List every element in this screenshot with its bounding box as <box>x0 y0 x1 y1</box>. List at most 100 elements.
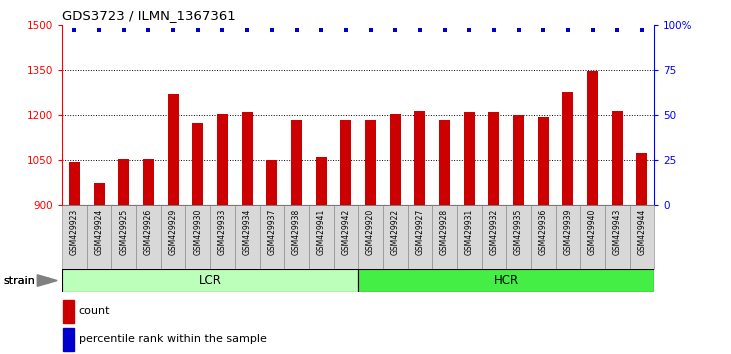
Bar <box>383 205 408 269</box>
Point <box>291 27 303 33</box>
Bar <box>457 205 482 269</box>
Bar <box>62 25 87 205</box>
Text: GSM429943: GSM429943 <box>613 209 622 255</box>
Bar <box>64 329 74 351</box>
Point <box>241 27 253 33</box>
Text: GSM429944: GSM429944 <box>637 209 646 255</box>
Bar <box>143 159 154 354</box>
Bar <box>629 205 654 269</box>
Text: GSM429935: GSM429935 <box>514 209 523 255</box>
Text: GSM429938: GSM429938 <box>292 209 301 255</box>
Bar <box>605 205 629 269</box>
Bar <box>506 205 531 269</box>
Bar <box>408 205 432 269</box>
Text: GSM429930: GSM429930 <box>193 209 202 255</box>
Bar <box>531 205 556 269</box>
Bar <box>260 205 284 269</box>
Text: GSM429926: GSM429926 <box>144 209 153 255</box>
Text: GSM429941: GSM429941 <box>317 209 326 255</box>
Text: GSM429927: GSM429927 <box>415 209 425 255</box>
Bar <box>316 157 327 354</box>
Bar <box>333 205 358 269</box>
Bar <box>513 115 524 354</box>
Bar <box>69 162 80 354</box>
Bar <box>167 94 178 354</box>
Bar <box>556 205 580 269</box>
Bar <box>587 72 598 354</box>
Bar <box>358 205 383 269</box>
Text: GSM429933: GSM429933 <box>218 209 227 255</box>
Bar <box>390 114 401 354</box>
Bar <box>562 92 573 354</box>
Point <box>192 27 204 33</box>
Bar <box>291 120 302 354</box>
Bar <box>186 25 211 205</box>
Bar <box>211 205 235 269</box>
Text: GSM429928: GSM429928 <box>440 209 449 255</box>
Bar <box>235 25 260 205</box>
Bar <box>136 205 161 269</box>
Text: strain: strain <box>3 275 35 286</box>
Text: GSM429924: GSM429924 <box>94 209 104 255</box>
Bar <box>161 205 186 269</box>
Text: GSM429942: GSM429942 <box>341 209 350 255</box>
Text: LCR: LCR <box>199 274 221 287</box>
Point <box>611 27 623 33</box>
Bar <box>538 116 549 354</box>
Text: GSM429931: GSM429931 <box>465 209 474 255</box>
Text: GSM429920: GSM429920 <box>366 209 375 255</box>
Bar <box>439 120 450 354</box>
Point <box>266 27 278 33</box>
Text: GSM429936: GSM429936 <box>539 209 548 255</box>
Bar <box>192 122 203 354</box>
Text: GSM429934: GSM429934 <box>243 209 251 255</box>
Bar <box>260 25 284 205</box>
Bar <box>358 25 383 205</box>
Text: GSM429940: GSM429940 <box>588 209 597 255</box>
Bar <box>333 25 358 205</box>
Text: GSM429937: GSM429937 <box>268 209 276 255</box>
Bar <box>612 110 623 354</box>
Bar <box>62 205 87 269</box>
Bar <box>112 25 136 205</box>
Point <box>216 27 228 33</box>
Bar <box>309 25 333 205</box>
Bar <box>94 183 105 354</box>
Text: GSM429939: GSM429939 <box>564 209 572 255</box>
Bar <box>383 25 408 205</box>
Point <box>315 27 327 33</box>
Bar <box>482 205 506 269</box>
Bar <box>64 300 74 322</box>
Text: GSM429932: GSM429932 <box>489 209 499 255</box>
Point <box>636 27 648 33</box>
Bar <box>556 25 580 205</box>
Bar <box>211 25 235 205</box>
Bar <box>242 112 253 354</box>
Bar <box>62 269 358 292</box>
Bar <box>457 25 482 205</box>
Bar <box>482 25 506 205</box>
Bar <box>488 112 499 354</box>
Bar <box>309 205 333 269</box>
Bar <box>506 25 531 205</box>
Point <box>439 27 450 33</box>
Bar <box>605 25 629 205</box>
Bar <box>186 205 211 269</box>
Text: GSM429922: GSM429922 <box>390 209 400 255</box>
Point <box>463 27 475 33</box>
Bar <box>87 205 111 269</box>
Text: GSM429925: GSM429925 <box>119 209 129 255</box>
Bar <box>358 269 654 292</box>
Text: GDS3723 / ILMN_1367361: GDS3723 / ILMN_1367361 <box>62 9 236 22</box>
Bar <box>87 25 111 205</box>
Text: GSM429929: GSM429929 <box>169 209 178 255</box>
Point <box>143 27 154 33</box>
Bar <box>531 25 556 205</box>
Point <box>562 27 574 33</box>
Bar <box>284 205 308 269</box>
Point <box>512 27 524 33</box>
Bar <box>432 25 457 205</box>
Bar <box>629 25 654 205</box>
Bar <box>112 205 136 269</box>
Bar <box>266 160 277 354</box>
